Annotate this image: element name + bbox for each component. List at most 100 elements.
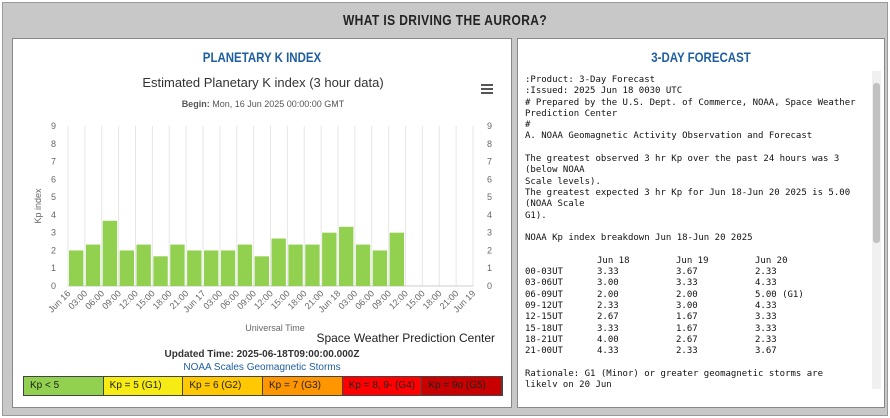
scrollbar[interactable] bbox=[872, 71, 881, 389]
y-axis-label: Kp index bbox=[33, 188, 43, 224]
y-tick-label: 0 bbox=[51, 281, 56, 291]
bar bbox=[355, 244, 371, 286]
table-cell: 3.00 bbox=[597, 278, 619, 289]
table-cell: 2.33 bbox=[597, 300, 619, 311]
y2-tick-label: 4 bbox=[487, 210, 492, 220]
scale-item: Kp = 6 (G2) bbox=[183, 377, 264, 395]
bar bbox=[372, 250, 388, 286]
menu-icon[interactable] bbox=[481, 84, 493, 94]
bar bbox=[69, 250, 84, 286]
bar bbox=[254, 256, 269, 286]
y-tick-label: 2 bbox=[51, 245, 56, 255]
y2-tick-label: 2 bbox=[487, 245, 492, 255]
table-cell: 3.00 bbox=[676, 300, 698, 311]
table-cell: 03-06UT bbox=[525, 278, 563, 289]
table-cell: 00-03UT bbox=[525, 267, 563, 278]
table-cell: 21-00UT bbox=[525, 346, 563, 357]
table-cell: 09-12UT bbox=[525, 300, 563, 311]
blank-cell bbox=[525, 256, 591, 267]
y2-tick-label: 5 bbox=[487, 192, 492, 202]
text-line: likely on 20 Jun bbox=[525, 380, 612, 387]
table-cell: 12-15UT bbox=[525, 312, 563, 323]
table-cell: 5.00 (G1) bbox=[755, 289, 804, 300]
y2-tick-label: 3 bbox=[487, 228, 492, 238]
bar bbox=[170, 244, 185, 286]
text-line: Rationale: G1 (Minor) or greater geomagn… bbox=[525, 368, 824, 379]
credit: Space Weather Prediction Center bbox=[316, 331, 495, 345]
bar bbox=[389, 232, 404, 286]
table-cell: 2.33 bbox=[755, 267, 777, 278]
table-row: 09-12UT 2.33 3.00 4.33 bbox=[525, 301, 865, 312]
scales-link[interactable]: NOAA Scales Geomagnetic Storms bbox=[183, 362, 341, 373]
scroll-thumb[interactable] bbox=[873, 83, 880, 243]
table-cell: 2.67 bbox=[676, 334, 698, 345]
y-tick-label: 3 bbox=[51, 228, 56, 238]
scale-item: Kp = 9o (G5) bbox=[422, 377, 503, 395]
bar bbox=[85, 244, 101, 286]
paragraph: Rationale: G1 (Minor) or greater geomagn… bbox=[525, 369, 865, 387]
panel-title: PLANETARY K INDEX bbox=[202, 49, 322, 65]
scale-item: Kp = 5 (G1) bbox=[103, 377, 184, 395]
text-line: The greatest expected 3 hr Kp for Jun 18… bbox=[525, 187, 851, 198]
bar bbox=[271, 238, 286, 286]
table-row: 18-21UT 4.00 2.67 2.33 bbox=[525, 335, 865, 346]
table-cell: 2.33 bbox=[755, 334, 777, 345]
y-tick-label: 6 bbox=[51, 174, 56, 184]
bar bbox=[119, 250, 134, 286]
scale-item: Kp = 8, 9- (G4) bbox=[342, 377, 423, 395]
table-cell: 3.33 bbox=[676, 278, 698, 289]
y-tick-label: 8 bbox=[51, 139, 56, 149]
table-cell: 06-09UT bbox=[525, 289, 563, 300]
text-line: A. NOAA Geomagnetic Activity Observation… bbox=[525, 131, 813, 142]
header-cell: Jun 20 bbox=[755, 255, 788, 266]
table-row: 00-03UT 3.33 3.67 2.33 bbox=[525, 267, 865, 278]
header-title: WHAT IS DRIVING THE AURORA? bbox=[342, 12, 548, 29]
table-cell: 3.33 bbox=[597, 267, 619, 278]
bar bbox=[339, 226, 354, 286]
forecast-panel: 3-DAY FORECAST :Product: 3-Day Forecast:… bbox=[517, 38, 885, 408]
subtitle-label: Begin: bbox=[182, 99, 210, 109]
table-cell: 2.00 bbox=[676, 289, 698, 300]
chart-subtitle: Begin: Mon, 16 Jun 2025 00:00:00 GMT bbox=[182, 99, 345, 109]
bar bbox=[322, 232, 337, 286]
table-row: 06-09UT 2.00 2.00 5.00 (G1) bbox=[525, 290, 865, 301]
x-axis-label: Universal Time bbox=[245, 323, 305, 333]
chart-title: Estimated Planetary K index (3 hour data… bbox=[142, 75, 383, 90]
y2-tick-label: 9 bbox=[487, 121, 492, 131]
bar bbox=[204, 250, 219, 286]
text-line: :Product: 3-Day Forecast bbox=[525, 75, 656, 85]
paragraph: The greatest observed 3 hr Kp over the p… bbox=[525, 154, 865, 222]
bar bbox=[220, 250, 236, 286]
paragraph: :Product: 3-Day Forecast:Issued: 2025 Ju… bbox=[525, 75, 865, 143]
table-cell: 3.33 bbox=[755, 312, 777, 323]
chart: Estimated Planetary K index (3 hour data… bbox=[33, 75, 495, 345]
bar bbox=[136, 244, 151, 286]
table-row: 15-18UT 3.33 1.67 3.33 bbox=[525, 324, 865, 335]
text-line: (NOAA Scale bbox=[525, 199, 585, 210]
bar bbox=[237, 244, 253, 286]
bar bbox=[102, 220, 118, 286]
text-line: Prediction Center bbox=[525, 108, 618, 119]
text-line: G1). bbox=[525, 210, 547, 221]
bar bbox=[305, 244, 320, 286]
table-cell: 18-21UT bbox=[525, 334, 563, 345]
scale-item: Kp = 7 (G3) bbox=[263, 377, 343, 395]
table-cell: 15-18UT bbox=[525, 323, 563, 334]
y-tick-label: 5 bbox=[51, 192, 56, 202]
bar bbox=[153, 256, 168, 286]
table-cell: 3.33 bbox=[755, 323, 777, 334]
header-cell: Jun 19 bbox=[676, 255, 709, 266]
y2-tick-label: 0 bbox=[487, 281, 492, 291]
table-cell: 1.67 bbox=[676, 312, 698, 323]
bar bbox=[187, 250, 202, 286]
text-line: NOAA Kp index breakdown Jun 18-Jun 20 20… bbox=[525, 233, 753, 244]
y2-tick-label: 7 bbox=[487, 157, 492, 167]
y-tick-label: 4 bbox=[51, 210, 56, 220]
text-line: :Issued: 2025 Jun 18 0030 UTC bbox=[525, 86, 683, 97]
kp-panel: PLANETARY K INDEX Estimated Planetary K … bbox=[12, 38, 512, 408]
table-cell: 2.00 bbox=[597, 289, 619, 300]
table-row: 21-00UT 4.33 2.33 3.67 bbox=[525, 346, 865, 357]
text-line: The greatest observed 3 hr Kp over the p… bbox=[525, 154, 840, 165]
updated-time: Updated Time: 2025-06-18T09:00:00.000Z bbox=[164, 349, 360, 360]
